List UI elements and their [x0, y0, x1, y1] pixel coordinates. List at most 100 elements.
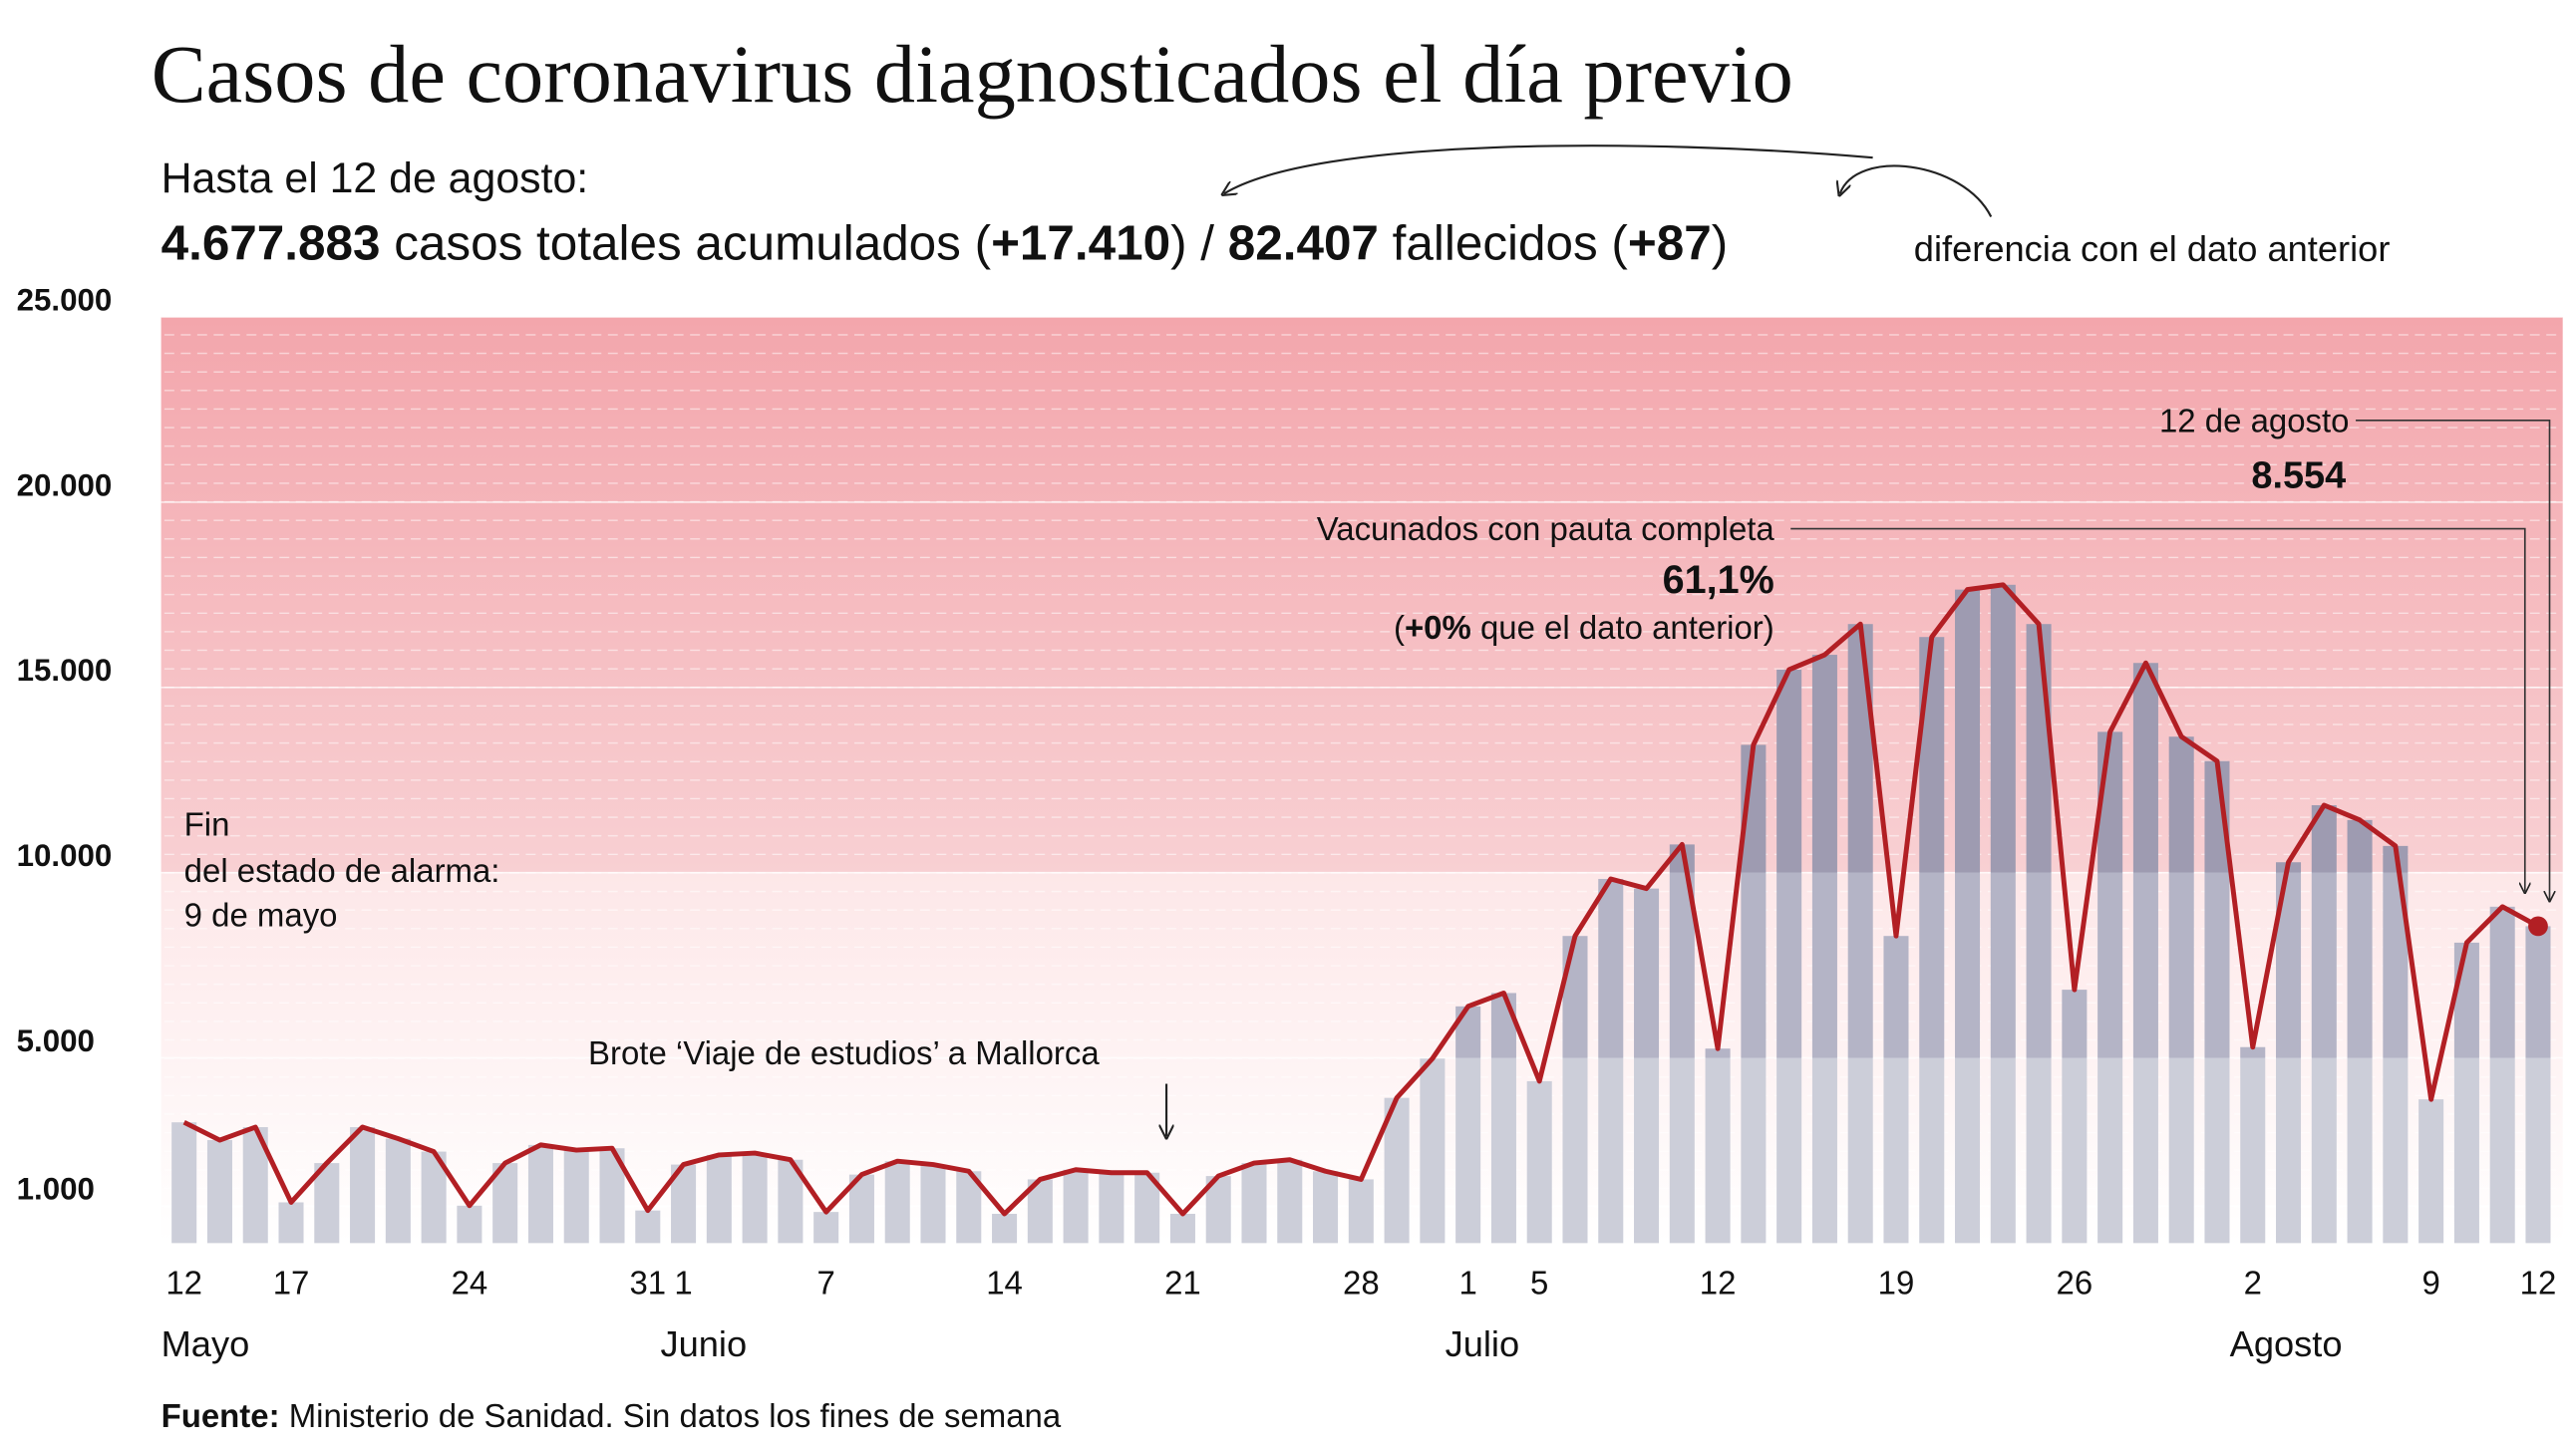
- x-tick-label: 19: [1878, 1264, 1915, 1301]
- x-tick-label: 2: [2244, 1264, 2262, 1301]
- subtitle: Hasta el 12 de agosto:: [161, 154, 589, 202]
- bar: [278, 1202, 304, 1244]
- x-tick-label: 9: [2421, 1264, 2439, 1301]
- x-tick-label: 12: [165, 1264, 202, 1301]
- last-point: [2528, 916, 2548, 937]
- bar: [992, 1214, 1018, 1244]
- summary-part: +87: [1628, 215, 1712, 270]
- month-label: Julio: [1446, 1323, 1520, 1364]
- bar: [457, 1205, 483, 1244]
- line: [182, 582, 2540, 1217]
- summary-part: +17.410: [991, 215, 1170, 270]
- summary-part: 82.407: [1228, 215, 1379, 270]
- bar: [1705, 1048, 1731, 1244]
- x-tick-label: 12: [2520, 1264, 2557, 1301]
- x-tick-label: 1: [674, 1264, 692, 1301]
- bar: [1990, 584, 2016, 1244]
- annotation-part: que el dato anterior): [1471, 609, 1774, 646]
- bar: [2062, 990, 2088, 1244]
- y-tick-label: 25.000: [17, 282, 113, 317]
- annotation: (+0% que el dato anterior): [1394, 609, 1774, 646]
- bar: [1313, 1171, 1339, 1244]
- bar: [1598, 878, 1624, 1244]
- annotation: 8.554: [2251, 454, 2346, 496]
- y-tick-label: 5.000: [17, 1023, 95, 1058]
- arrow: [1840, 164, 1993, 217]
- month-label: Junio: [660, 1323, 747, 1364]
- summary-note: diferencia con el dato anterior: [1914, 228, 2391, 269]
- bar: [1063, 1169, 1089, 1244]
- bar: [1099, 1172, 1125, 1244]
- annotation: 12 de agosto: [2159, 402, 2349, 438]
- month-label: Agosto: [2230, 1323, 2343, 1364]
- bar: [2132, 663, 2158, 1244]
- x-tick-label: 1: [1458, 1264, 1476, 1301]
- annotation: del estado de alarma:: [184, 852, 500, 889]
- x-tick-label: 5: [1530, 1264, 1548, 1301]
- bar: [1562, 936, 1588, 1244]
- y-tick-label: 10.000: [17, 838, 113, 873]
- source: Fuente: Ministerio de Sanidad. Sin datos…: [161, 1397, 1062, 1434]
- bar: [2418, 1099, 2444, 1244]
- summary-part: ) /: [1170, 215, 1228, 270]
- bar: [1277, 1159, 1303, 1244]
- bar: [1955, 589, 1981, 1244]
- annotation: Fin: [184, 806, 230, 843]
- bar: [920, 1164, 946, 1244]
- background: [161, 317, 2563, 1244]
- bar: [706, 1154, 732, 1244]
- bar: [1669, 844, 1695, 1244]
- source-part: Fuente:: [161, 1397, 280, 1434]
- bar: [2097, 731, 2123, 1244]
- bar: [2453, 942, 2479, 1244]
- summary-part: 4.677.883: [161, 215, 381, 270]
- bar: [171, 1122, 197, 1244]
- bar: [742, 1153, 768, 1244]
- bar: [1634, 888, 1660, 1244]
- bar: [1919, 637, 1945, 1244]
- bar: [884, 1161, 910, 1244]
- x-tick-label: 14: [986, 1264, 1023, 1301]
- connector: [2356, 420, 2549, 900]
- y-tick-label: 1.000: [17, 1172, 95, 1207]
- annotation-part: +0%: [1405, 609, 1471, 646]
- bar: [1420, 1058, 1446, 1244]
- arrow: [1224, 145, 1873, 193]
- bar: [2168, 736, 2194, 1244]
- bar: [2240, 1046, 2266, 1244]
- bar: [2276, 862, 2302, 1244]
- annotation: Vacunados con pauta completa: [1317, 510, 1775, 547]
- summary-part: ): [1712, 215, 1728, 270]
- annotation: Brote ‘Viaje de estudios’ a Mallorca: [588, 1034, 1100, 1071]
- bar: [1526, 1080, 1552, 1244]
- bar: [635, 1210, 661, 1244]
- bar: [1811, 655, 1837, 1244]
- stripes: [161, 317, 2563, 1244]
- bar: [385, 1138, 411, 1244]
- bar: [813, 1212, 839, 1244]
- bar: [350, 1127, 376, 1244]
- bar: [2489, 906, 2515, 1244]
- plot: [161, 316, 2563, 1244]
- bar: [2525, 926, 2551, 1244]
- bar: [314, 1163, 340, 1244]
- bar: [1455, 1006, 1481, 1244]
- bar: [563, 1150, 589, 1244]
- annotation: 61,1%: [1663, 558, 1774, 602]
- x-tick-label: 31: [629, 1264, 666, 1301]
- summary-part: fallecidos (: [1379, 215, 1628, 270]
- summary-part: casos totales acumulados (: [380, 215, 991, 270]
- x-tick-label: 26: [2057, 1264, 2093, 1301]
- chart-title: Casos de coronavirus diagnosticados el d…: [152, 29, 1793, 120]
- x-tick-label: 12: [1700, 1264, 1737, 1301]
- x-tick-label: 21: [1164, 1264, 1201, 1301]
- x-tick-label: 24: [452, 1264, 488, 1301]
- bar: [2347, 819, 2373, 1244]
- bar: [1241, 1163, 1267, 1244]
- bar: [1348, 1179, 1374, 1244]
- annotation: 9 de mayo: [184, 896, 338, 933]
- bar: [2311, 804, 2337, 1244]
- bar: [1883, 936, 1909, 1244]
- bar: [1169, 1214, 1195, 1244]
